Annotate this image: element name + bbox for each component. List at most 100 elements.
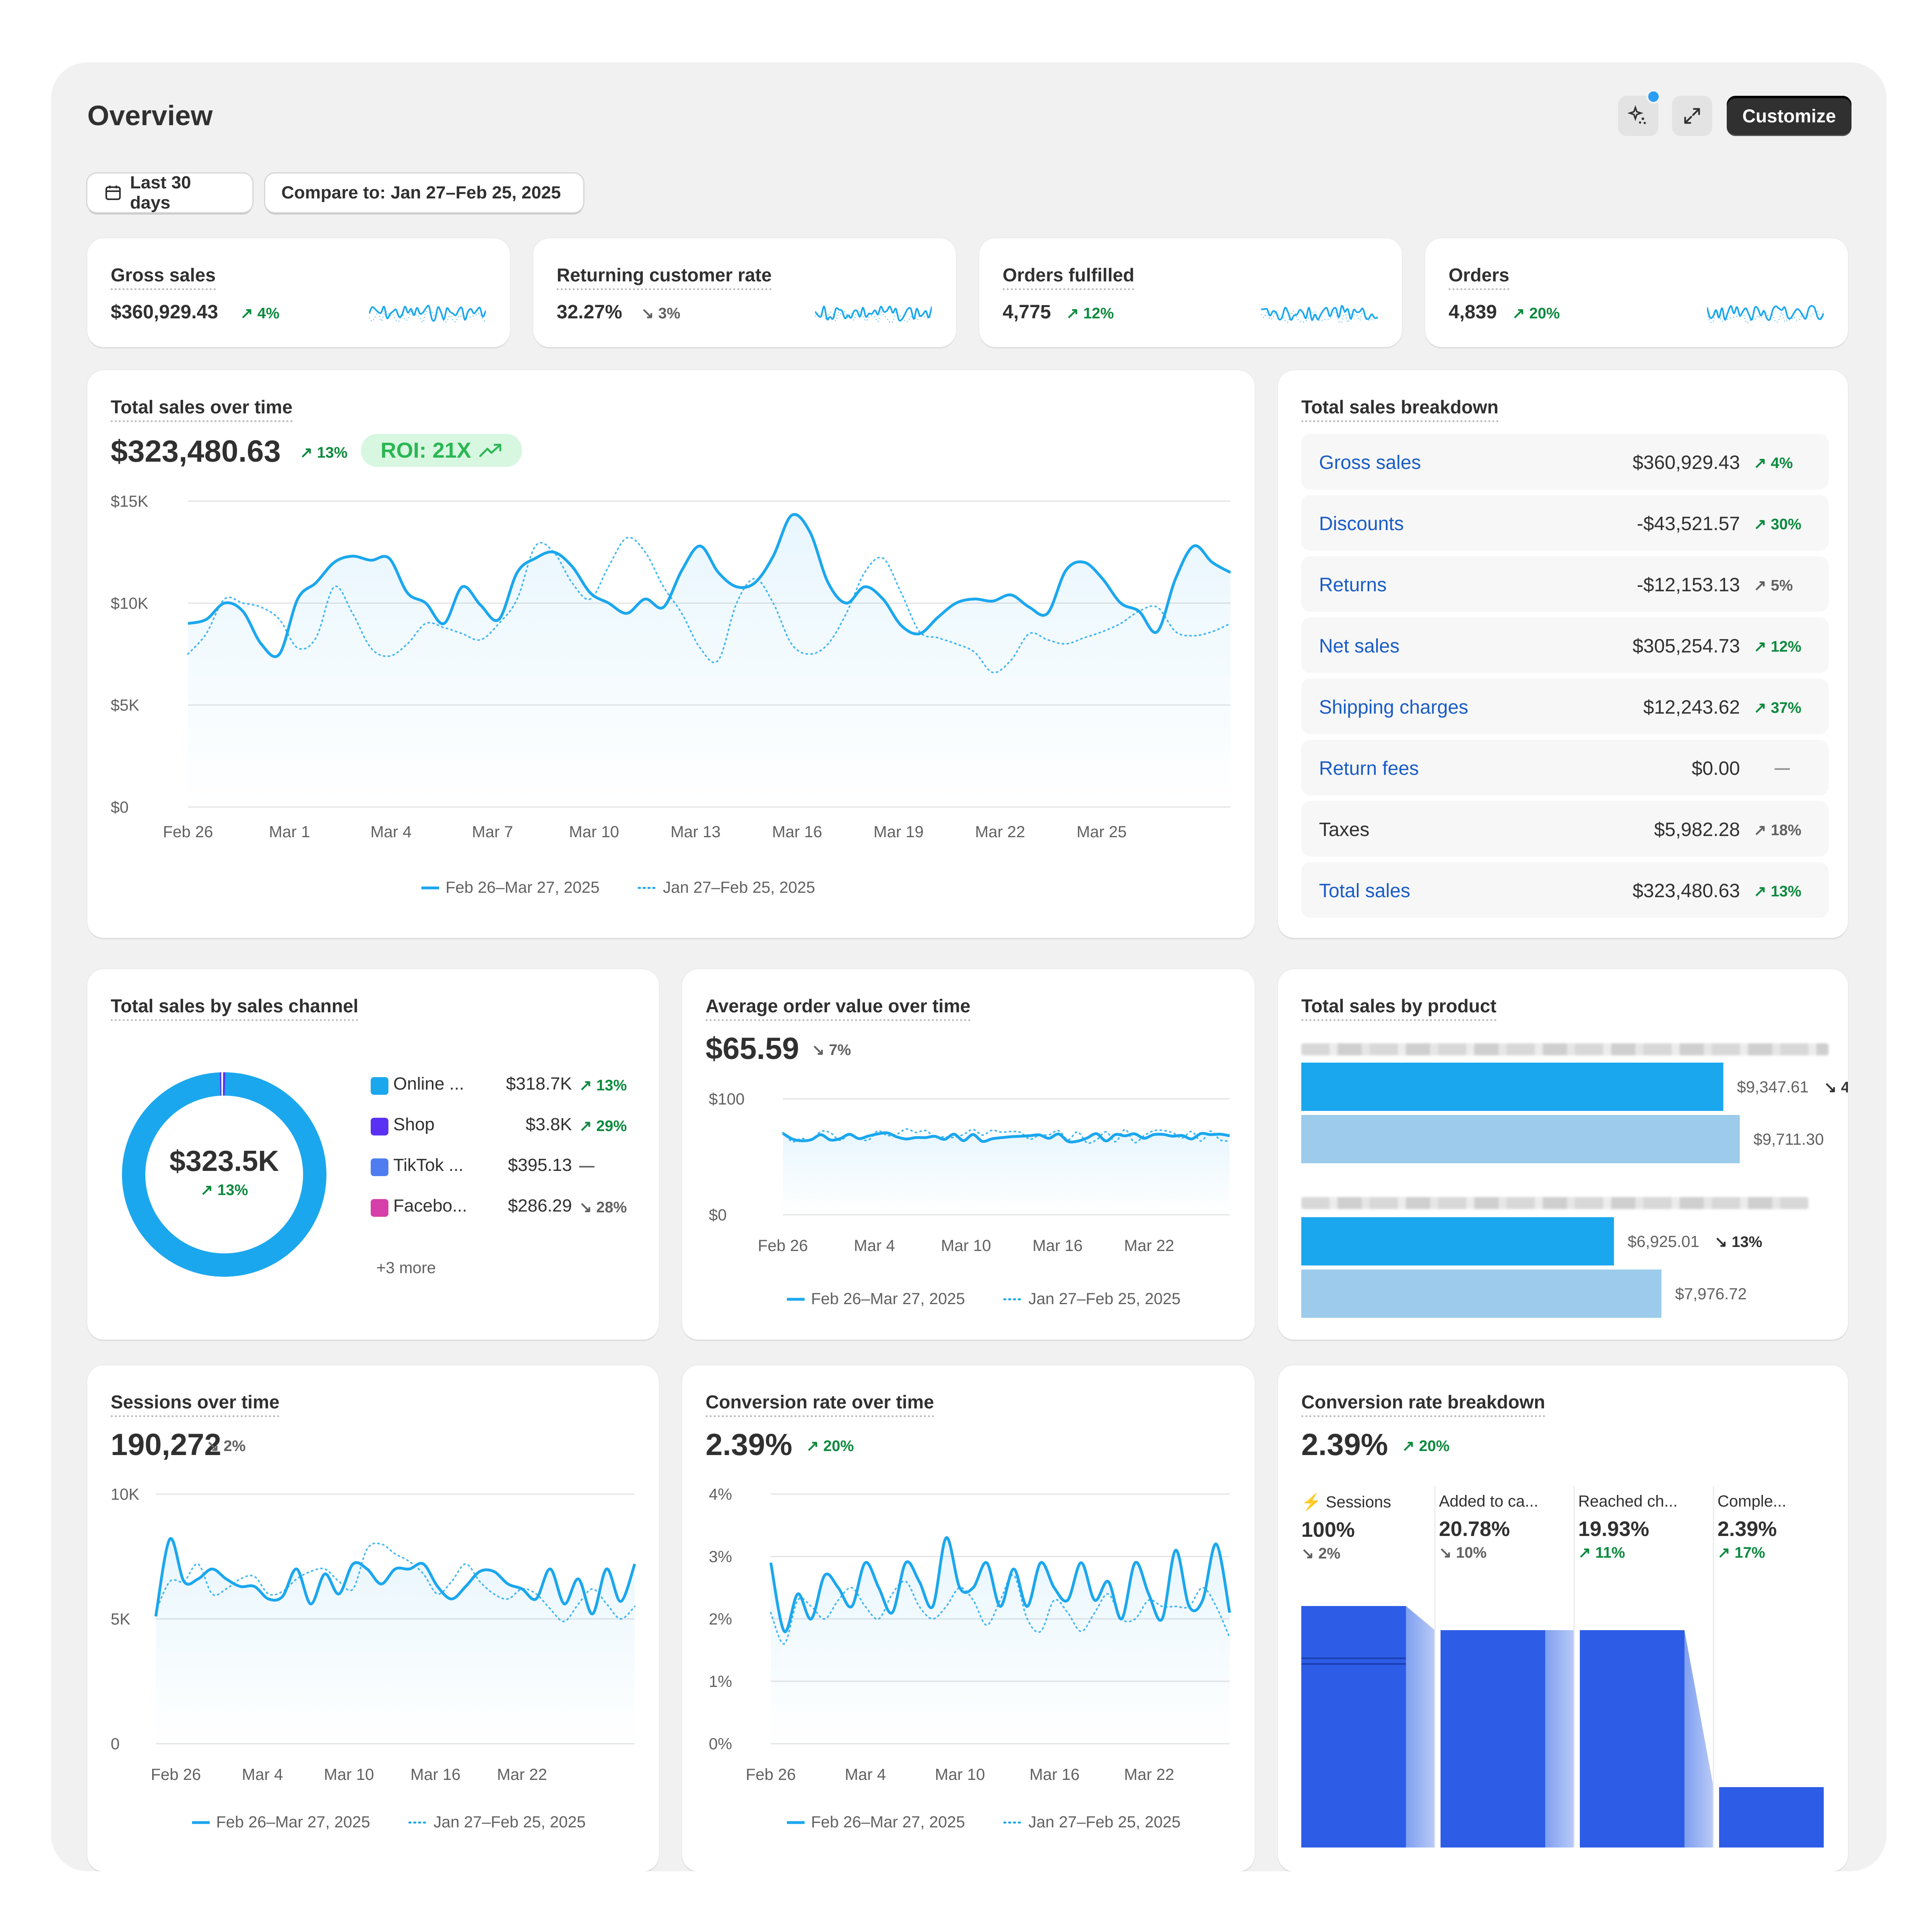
breakdown-label[interactable]: Shipping charges: [1319, 697, 1468, 718]
series-previous-line[interactable]: [187, 537, 1231, 673]
product-bar-current[interactable]: [1301, 1217, 1614, 1265]
total-sales-over-time-card: Total sales over time $323,480.63 ↗ 13% …: [87, 370, 1255, 938]
channel-legend-item[interactable]: Online ... $318.7K ↗ 13%: [371, 1070, 644, 1102]
channel-legend-item[interactable]: Facebo... $286.29 ↘ 28%: [371, 1192, 644, 1224]
breakdown-label[interactable]: Discounts: [1319, 513, 1404, 535]
x-tick-label: Mar 22: [1124, 1766, 1174, 1784]
breakdown-row[interactable]: Total sales $323,480.63 ↗ 13%: [1301, 862, 1829, 918]
series-current-line[interactable]: [154, 1537, 636, 1617]
aov-card: Average order value over time $65.59 ↘ 7…: [682, 969, 1255, 1340]
channel-name: Facebo...: [393, 1196, 467, 1216]
x-tick-label: Mar 10: [941, 1237, 991, 1255]
more-channels-link[interactable]: +3 more: [376, 1259, 436, 1277]
breakdown-value: $323,480.63: [1633, 880, 1740, 902]
breakdown-label[interactable]: Returns: [1319, 574, 1387, 596]
sessions-card: Sessions over time 190,272 ↘ 2% 10K 5K 0 Fe…: [87, 1365, 659, 1871]
channel-swatch: [371, 1118, 388, 1135]
channel-value: $286.29: [508, 1196, 572, 1216]
x-tick-label: Mar 16: [411, 1766, 461, 1784]
product-name-redacted: [1301, 1043, 1829, 1055]
card-title: Average order value over time: [706, 995, 970, 1021]
conversion-breakdown-card: Conversion rate breakdown 2.39% ↗ 20% ⚡ …: [1278, 1365, 1848, 1871]
sparkle-button[interactable]: [1618, 89, 1661, 136]
breakdown-label[interactable]: Total sales: [1319, 880, 1410, 902]
kpi-value: 4,775: [1003, 301, 1051, 323]
funnel-step[interactable]: Reached ch... 19.93% ↗ 11%: [1578, 1492, 1707, 1562]
card-title: Total sales by sales channel: [111, 995, 359, 1021]
x-tick-label: Mar 10: [569, 823, 619, 841]
breakdown-label[interactable]: Gross sales: [1319, 452, 1421, 473]
funnel-step[interactable]: Added to ca... 20.78% ↘ 10%: [1439, 1492, 1568, 1562]
funnel-connector: [1406, 1606, 1435, 1848]
sparkle-icon: [1627, 105, 1646, 124]
breakdown-value: -$12,153.13: [1637, 574, 1740, 596]
series-current-line[interactable]: [782, 1131, 1230, 1144]
legend-current-label: Feb 26–Mar 27, 2025: [811, 1290, 965, 1308]
breakdown-label[interactable]: Net sales: [1319, 636, 1400, 657]
product-bar-previous[interactable]: [1301, 1270, 1662, 1318]
channel-legend-item[interactable]: Shop $3.8K ↗ 29%: [371, 1111, 644, 1143]
breakdown-row[interactable]: Shipping charges $12,243.62 ↗ 37%: [1301, 679, 1829, 734]
channel-swatch: [371, 1158, 388, 1176]
kpi-card-gross-sales[interactable]: Gross sales $360,929.43 ↗ 4%: [87, 238, 510, 347]
roi-badge: ROI: 21X: [361, 434, 522, 467]
breakdown-value: -$43,521.57: [1637, 513, 1740, 535]
sessions-line-chart[interactable]: 10K 5K 0 Feb 26 Mar 4 Mar 10 Mar 16 Mar 22 Feb 2…: [87, 1365, 659, 1871]
breakdown-label[interactable]: Return fees: [1319, 758, 1419, 779]
kpi-change: ↗ 12%: [1066, 305, 1114, 322]
product-bar-previous[interactable]: [1301, 1115, 1740, 1163]
legend-previous-label: Jan 27–Feb 25, 2025: [433, 1813, 586, 1831]
channel-legend-item[interactable]: TikTok ... $395.13 —: [371, 1151, 644, 1183]
product-bar-chart[interactable]: $9,347.61 ↘ 4% $9,711.30 $6,925.01 ↘ 13% $7,9…: [1278, 969, 1848, 1340]
series-previous-line[interactable]: [782, 1128, 1230, 1144]
channel-value: $395.13: [508, 1155, 572, 1175]
breakdown-row[interactable]: Discounts -$43,521.57 ↗ 30%: [1301, 495, 1829, 551]
area-fill: [156, 1538, 635, 1744]
sessions-icon: ⚡: [1301, 1493, 1326, 1511]
breakdown-change: ↗ 12%: [1754, 638, 1802, 655]
y-tick-label: 1%: [709, 1673, 732, 1691]
total-sales-line-chart[interactable]: $15K $10K $5K $0 Feb 26 Mar 1 Mar 4 Mar 7 Mar 10…: [87, 370, 1255, 938]
breakdown-row[interactable]: Returns -$12,153.13 ↗ 5%: [1301, 556, 1829, 612]
breakdown-value: $12,243.62: [1643, 697, 1740, 718]
product-change: ↘ 13%: [1715, 1234, 1762, 1251]
funnel-step-value: 20.78%: [1439, 1517, 1510, 1541]
channel-swatch: [371, 1077, 388, 1095]
funnel-step[interactable]: ⚡ Sessions 100% ↘ 2%: [1301, 1492, 1430, 1563]
product-current-value: $9,347.61: [1737, 1078, 1809, 1096]
conversion-change: ↗ 20%: [806, 1438, 854, 1455]
breakdown-row[interactable]: Net sales $305,254.73 ↗ 12%: [1301, 617, 1829, 673]
conversion-funnel-chart[interactable]: [1278, 1365, 1848, 1871]
funnel-step[interactable]: Comple... 2.39% ↗ 17%: [1717, 1492, 1846, 1562]
kpi-card-returning-customer-rate[interactable]: Returning customer rate 32.27% ↘ 3%: [533, 238, 956, 347]
kpi-card-orders[interactable]: Orders 4,839 ↗ 20%: [1425, 238, 1848, 347]
calendar-icon: [105, 186, 121, 200]
sparkline: [369, 305, 486, 323]
funnel-bar[interactable]: [1441, 1630, 1545, 1848]
funnel-step-change: ↗ 11%: [1578, 1544, 1625, 1561]
date-range-picker[interactable]: Last 30 days: [87, 173, 252, 213]
channel-donut-chart[interactable]: [120, 1070, 329, 1279]
breakdown-change: ↗ 4%: [1754, 455, 1793, 472]
series-current-line[interactable]: [769, 1536, 1231, 1633]
funnel-bar[interactable]: [1301, 1606, 1406, 1848]
compare-picker[interactable]: Compare to: Jan 27–Feb 25, 2025: [265, 173, 583, 212]
overview-panel: Overview Customize Last 30 days Compare …: [51, 62, 1887, 1871]
conversion-line-chart[interactable]: 4% 3% 2% 1% 0% Feb 26 Mar 4 Mar 10 Mar 16 Mar 22 F…: [682, 1365, 1255, 1871]
expand-button[interactable]: [1672, 96, 1712, 136]
series-current-line[interactable]: [188, 513, 1231, 658]
kpi-card-orders-fulfilled[interactable]: Orders fulfilled 4,775 ↗ 12%: [979, 238, 1402, 347]
y-tick-label: $15K: [111, 493, 149, 510]
aov-line-chart[interactable]: $100 $0 Feb 26 Mar 4 Mar 10 Mar 16 Mar 22 Feb 2…: [682, 969, 1255, 1340]
funnel-bar[interactable]: [1719, 1787, 1824, 1848]
breakdown-row[interactable]: Return fees $0.00 —: [1301, 740, 1829, 795]
funnel-bar[interactable]: [1580, 1630, 1684, 1848]
series-previous-line[interactable]: [155, 1542, 636, 1623]
breakdown-row[interactable]: Gross sales $360,929.43 ↗ 4%: [1301, 434, 1829, 489]
x-tick-label: Mar 13: [671, 823, 721, 841]
customize-button[interactable]: Customize: [1727, 96, 1852, 136]
x-tick-label: Mar 7: [472, 823, 513, 841]
x-tick-label: Feb 26: [151, 1766, 201, 1784]
product-bar-current[interactable]: [1301, 1063, 1724, 1111]
channel-change: ↘ 28%: [579, 1199, 627, 1216]
